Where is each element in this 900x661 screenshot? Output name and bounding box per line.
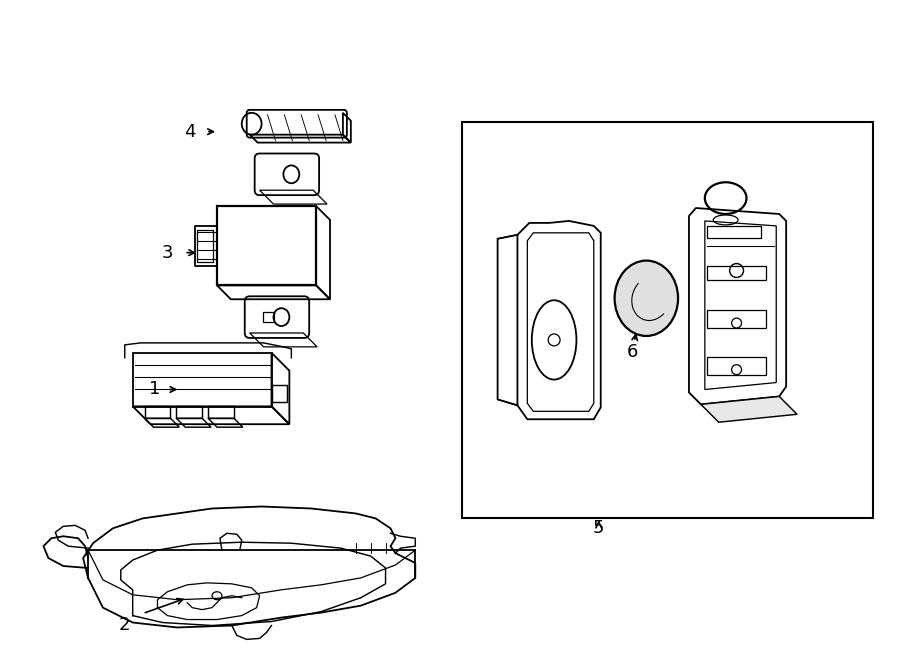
Text: 5: 5 [593,520,605,537]
Bar [706,226,761,238]
Polygon shape [689,208,787,405]
Bar [706,266,766,280]
Bar [272,385,287,403]
Polygon shape [701,397,797,422]
Bar [217,206,316,286]
Bar [208,407,234,418]
Polygon shape [518,221,600,419]
Text: 4: 4 [184,123,196,141]
Text: 6: 6 [626,343,638,361]
Text: 2: 2 [119,617,130,635]
Bar [197,230,213,262]
Bar [176,407,202,418]
Bar [132,353,272,407]
Bar [706,310,766,328]
Text: 1: 1 [148,381,160,399]
Bar [706,357,766,375]
Bar [263,312,274,322]
Text: 3: 3 [162,244,173,262]
Ellipse shape [615,260,678,336]
Bar [462,122,873,518]
Bar [145,407,170,418]
